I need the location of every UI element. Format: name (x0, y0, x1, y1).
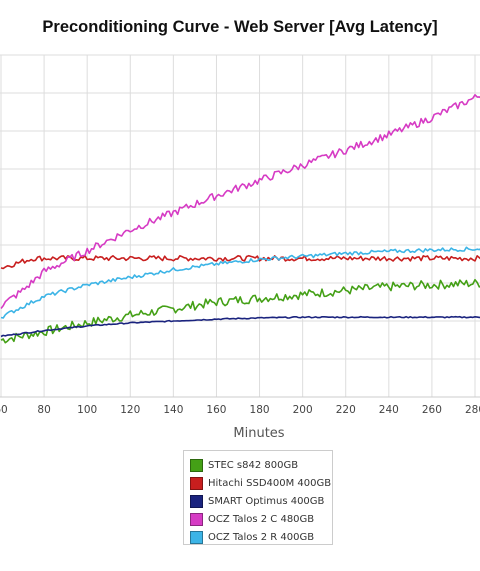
legend-swatch (190, 476, 203, 490)
chart-title: Preconditioning Curve - Web Server [Avg … (42, 18, 438, 36)
series-line (0, 254, 480, 270)
legend-item: Hitachi SSD400M 400GB (190, 474, 332, 492)
legend-item: OCZ Talos 2 C 480GB (190, 510, 332, 528)
legend-item: STEC s842 800GB (190, 456, 332, 474)
x-tick-label: 240 (379, 404, 399, 416)
x-tick-label: 220 (336, 404, 356, 416)
x-tick-labels: 60 80 100 120 140 160 180 200 220 240 260 280 (0, 404, 480, 416)
legend-label: Hitachi SSD400M 400GB (208, 477, 332, 489)
x-axis-label: Minutes (233, 426, 284, 441)
legend-label: SMART Optimus 400GB (208, 495, 325, 507)
x-tick-label: 180 (250, 404, 270, 416)
legend-item: SMART Optimus 400GB (190, 492, 332, 510)
legend-label: OCZ Talos 2 C 480GB (208, 513, 315, 525)
x-tick-label: 100 (77, 404, 97, 416)
legend-label: OCZ Talos 2 R 400GB (208, 531, 315, 543)
legend-swatch (190, 530, 203, 544)
x-tick-label: 160 (206, 404, 226, 416)
legend-swatch (190, 512, 203, 526)
series-lines (0, 94, 480, 344)
legend-swatch (190, 458, 203, 472)
x-tick-label: 80 (37, 404, 50, 416)
legend-label: STEC s842 800GB (208, 459, 299, 471)
legend-item: OCZ Talos 2 R 400GB (190, 528, 332, 546)
series-line (0, 246, 480, 319)
grid-lines (0, 54, 480, 398)
series-line (0, 94, 480, 310)
x-tick-label: 280 (465, 404, 480, 416)
legend-swatch (190, 494, 203, 508)
x-tick-label: 200 (293, 404, 313, 416)
x-tick-label: 120 (120, 404, 140, 416)
x-tick-label: 60 (0, 404, 8, 416)
x-tick-label: 260 (422, 404, 442, 416)
series-line (0, 278, 480, 344)
x-tick-label: 140 (163, 404, 183, 416)
series-line (0, 315, 480, 338)
legend: STEC s842 800GB Hitachi SSD400M 400GB SMAR… (183, 450, 333, 545)
